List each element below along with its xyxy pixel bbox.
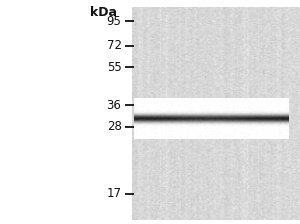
Text: 36: 36: [106, 99, 122, 112]
Text: 28: 28: [106, 120, 122, 133]
Text: 72: 72: [106, 39, 122, 52]
Text: 55: 55: [107, 61, 122, 74]
Text: kDa: kDa: [90, 6, 117, 19]
Text: 17: 17: [106, 187, 122, 200]
Text: 95: 95: [106, 15, 122, 28]
